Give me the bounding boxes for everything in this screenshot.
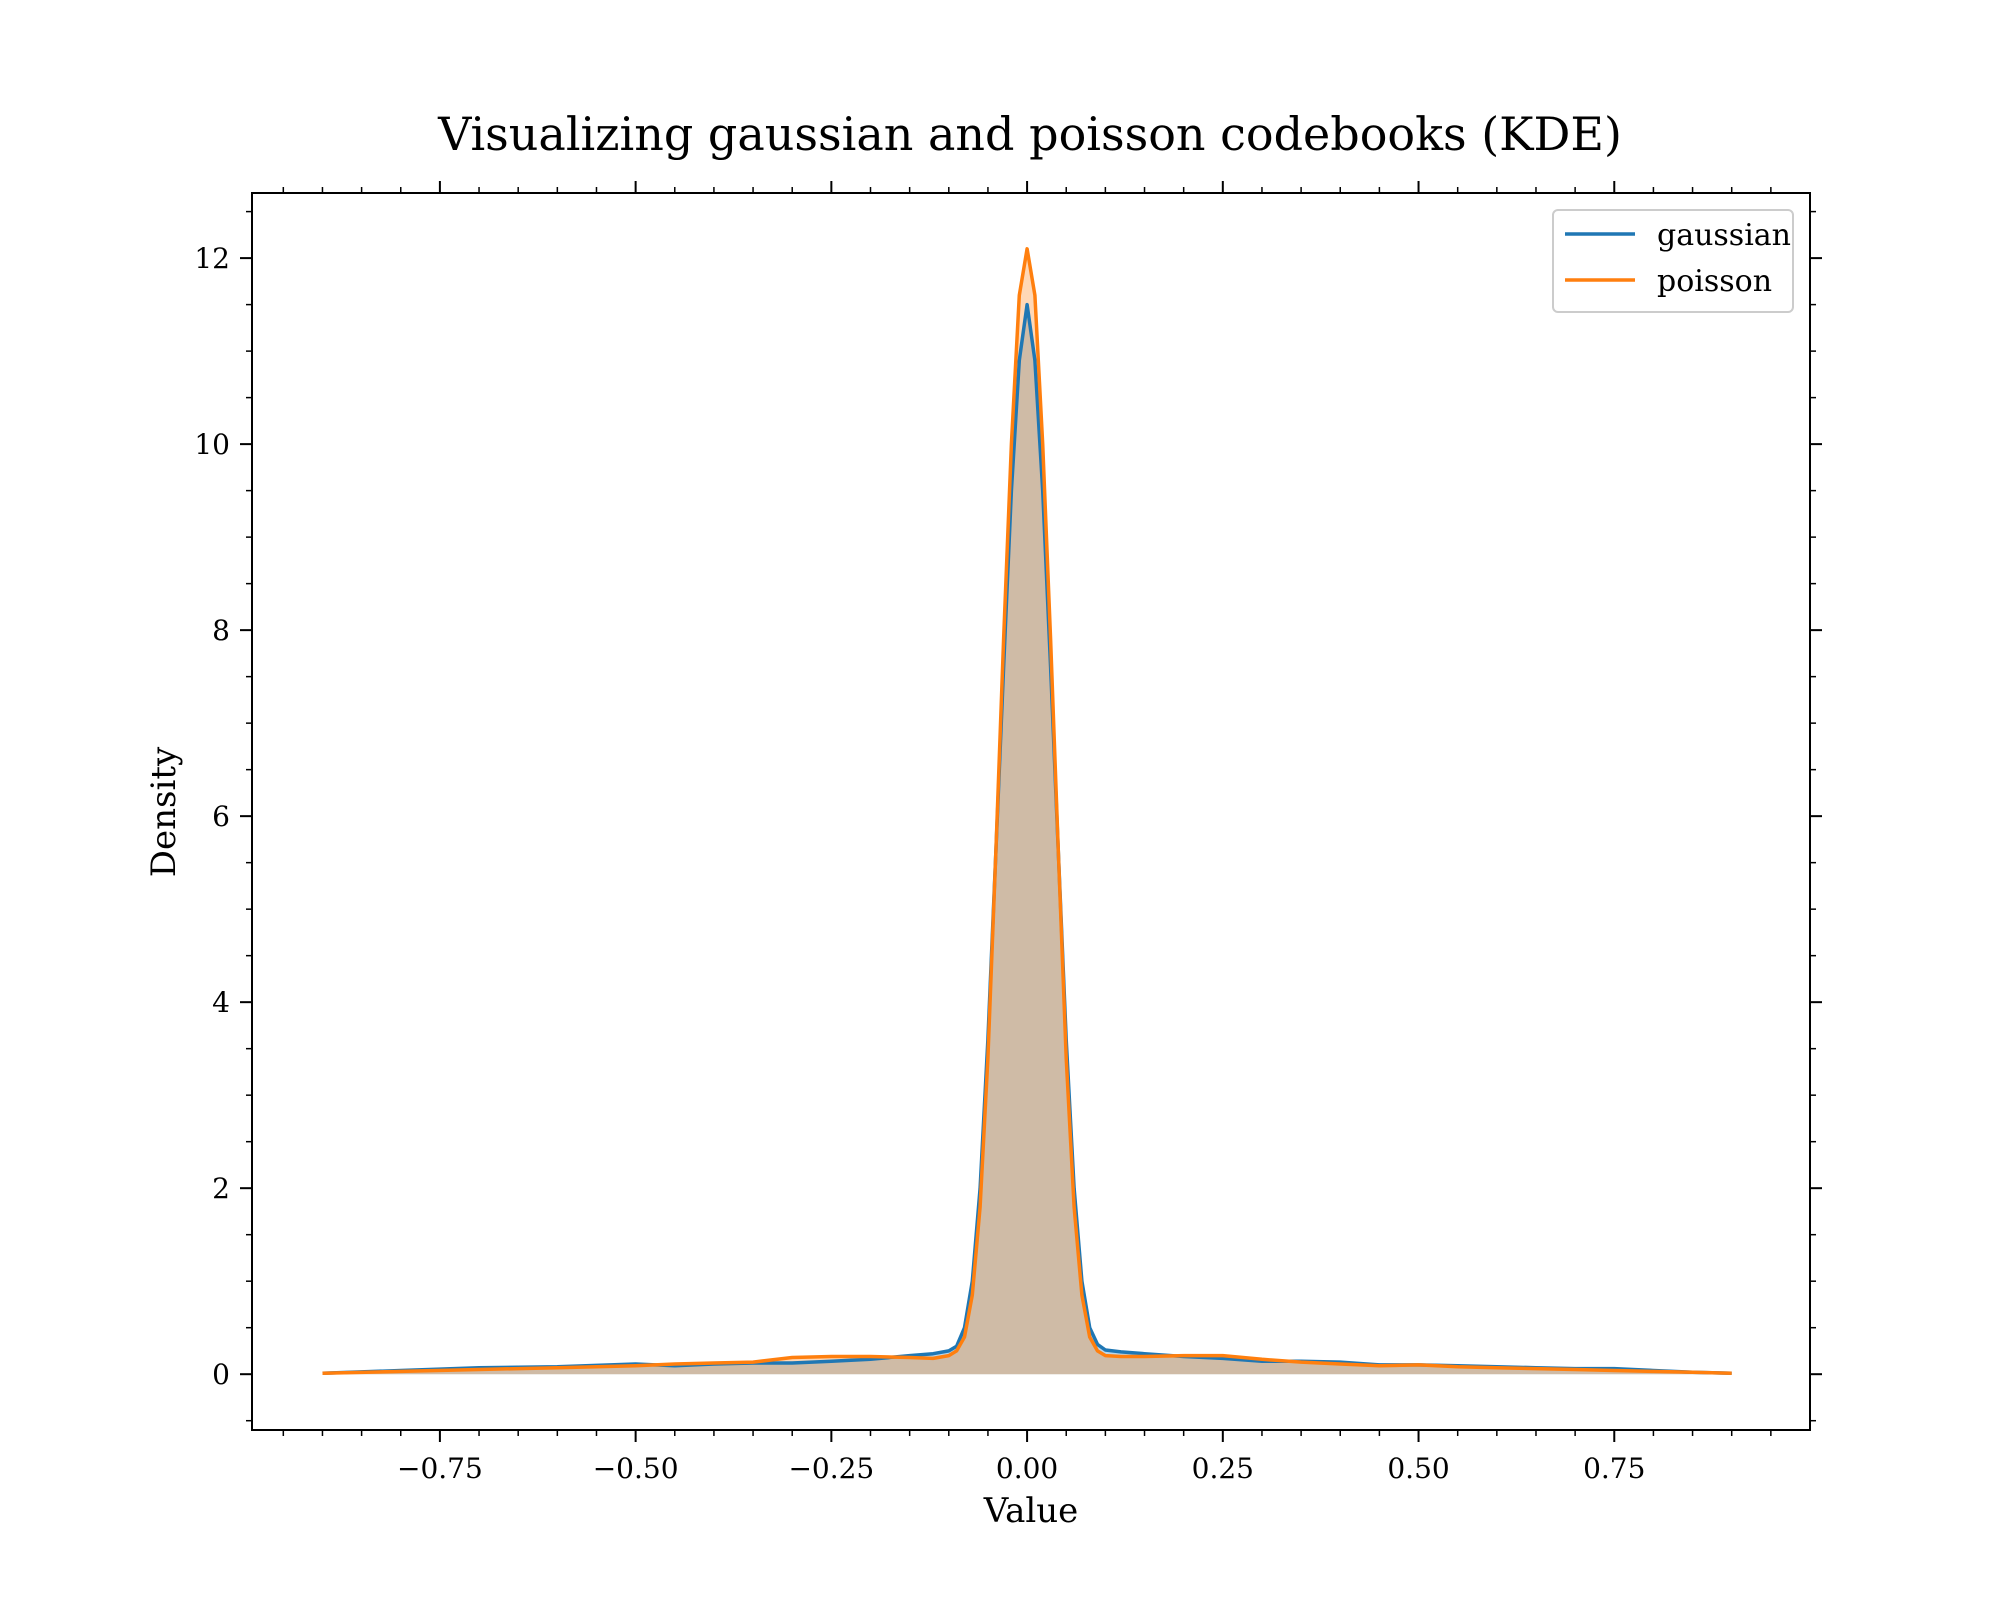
plot-frame	[251, 192, 1811, 1431]
legend: gaussian poisson	[1552, 209, 1794, 313]
series-fills	[322, 248, 1732, 1375]
y-axis-label: Density	[144, 746, 184, 877]
y-tick-label: 4	[212, 986, 230, 1019]
x-tick-label: 0.75	[1583, 1452, 1645, 1485]
x-tick-label: 0.00	[996, 1452, 1058, 1485]
y-tick-label: 0	[212, 1358, 230, 1391]
x-axis-label: Value	[983, 1491, 1079, 1531]
area-fill-poisson	[322, 248, 1732, 1375]
legend-label-gaussian: gaussian	[1657, 218, 1791, 253]
series-lines	[322, 247, 1732, 1376]
chart-title: Visualizing gaussian and poisson codeboo…	[437, 107, 1622, 161]
series-line-poisson	[322, 247, 1732, 1376]
legend-label-poisson: poisson	[1657, 264, 1772, 299]
y-tick-label: 8	[212, 614, 230, 647]
area-fill-gaussian	[322, 304, 1732, 1375]
y-tick-label: 6	[212, 800, 230, 833]
axis-ticks: −0.75 −0.50 −0.25 0.00 0.25 0.50 0.75 0 2 4 6 8 10 12	[194, 181, 1822, 1485]
x-tick-label: 0.25	[1192, 1452, 1254, 1485]
y-tick-label: 2	[212, 1172, 230, 1205]
y-tick-label: 10	[194, 428, 230, 461]
x-tick-label: −0.75	[397, 1452, 483, 1485]
y-tick-label: 12	[194, 242, 230, 275]
x-tick-label: 0.50	[1387, 1452, 1449, 1485]
x-tick-label: −0.25	[788, 1452, 874, 1485]
x-tick-label: −0.50	[593, 1452, 679, 1485]
